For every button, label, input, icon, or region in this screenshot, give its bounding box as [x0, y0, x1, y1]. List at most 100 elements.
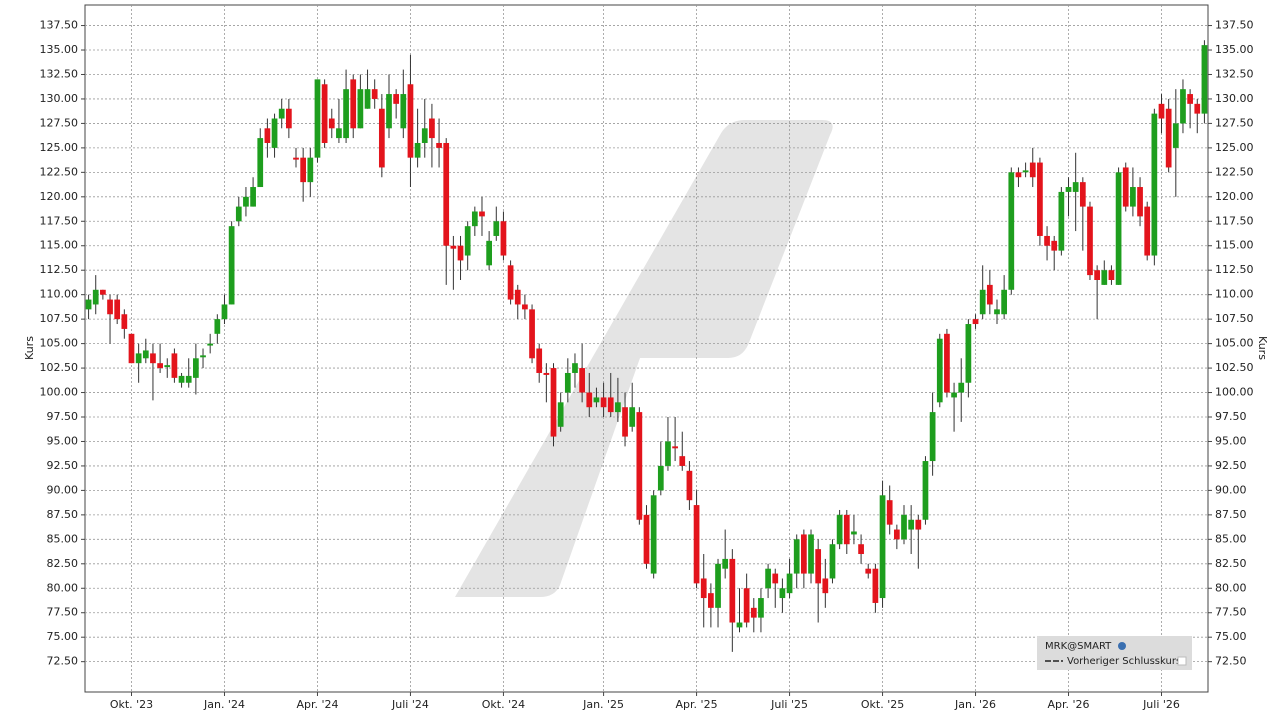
y2-tick-label: 125.00: [1215, 141, 1254, 154]
candle-body: [114, 299, 121, 320]
y2-tick-label: 95.00: [1215, 434, 1247, 447]
candle-body: [593, 397, 600, 403]
candle-body: [1037, 162, 1043, 236]
candle-body: [522, 304, 528, 310]
candle-body: [1201, 45, 1208, 114]
y2-tick-label: 75.00: [1215, 630, 1247, 643]
candle-body: [1044, 235, 1050, 246]
candle-body: [436, 142, 442, 148]
candle-body: [665, 441, 671, 466]
candle-body: [429, 118, 435, 139]
y-tick-label: 77.50: [47, 606, 79, 619]
candle-body: [901, 514, 907, 540]
y2-tick-label: 115.00: [1215, 239, 1254, 252]
candle-body: [815, 549, 822, 584]
candle-body: [414, 142, 421, 158]
legend-checkbox[interactable]: [1177, 656, 1187, 666]
candle-body: [185, 375, 192, 383]
y2-tick-label: 122.50: [1215, 165, 1254, 178]
candle-body: [643, 514, 650, 564]
candle-body: [486, 240, 492, 266]
candle-body: [650, 495, 657, 574]
x-tick-label: Okt. '23: [110, 698, 153, 711]
candle-body: [142, 350, 149, 359]
candle-body: [386, 94, 392, 129]
candle-body: [607, 397, 614, 413]
y-tick-label: 75.00: [47, 630, 79, 643]
legend-title: MRK@SMART: [1045, 641, 1112, 652]
candle-body: [1087, 206, 1093, 276]
candle-body: [743, 588, 750, 623]
candle-body: [1115, 172, 1122, 285]
y2-tick-label: 77.50: [1215, 606, 1247, 619]
y2-tick-label: 117.50: [1215, 214, 1254, 227]
candle-body: [700, 578, 707, 599]
y-tick-label: 80.00: [47, 581, 79, 594]
y-tick-label: 87.50: [47, 508, 79, 521]
candle-body: [371, 89, 378, 99]
candle-body: [657, 465, 664, 491]
candle-body: [107, 299, 113, 315]
y-tick-label: 130.00: [40, 92, 79, 105]
y-tick-label: 82.50: [47, 557, 79, 570]
candle-body: [708, 593, 714, 608]
y2-tick-label: 105.00: [1215, 337, 1254, 350]
watermark: [455, 120, 833, 597]
candle-body: [1079, 182, 1086, 207]
y-tick-label: 115.00: [40, 239, 79, 252]
candle-body: [1172, 123, 1179, 148]
candle-body: [135, 353, 142, 364]
y2-tick-label: 110.00: [1215, 288, 1254, 301]
candle-body: [1151, 113, 1158, 256]
y-tick-label: 122.50: [40, 165, 79, 178]
x-tick-label: Apr. '24: [296, 698, 338, 711]
y-tick-label: 135.00: [40, 43, 79, 56]
candle-body: [1051, 240, 1058, 251]
candle-body: [493, 221, 500, 236]
candle-body: [951, 392, 957, 398]
candle-body: [786, 573, 793, 594]
candle-body: [1144, 206, 1151, 256]
y-tick-label: 72.50: [47, 655, 79, 668]
candle-body: [851, 531, 857, 535]
candle-body: [343, 89, 349, 139]
y2-tick-label: 112.50: [1215, 263, 1254, 276]
y2-tick-label: 132.50: [1215, 67, 1254, 80]
candle-body: [750, 607, 757, 618]
candle-body: [250, 187, 256, 207]
candle-body: [1008, 172, 1015, 290]
y2-tick-label: 120.00: [1215, 190, 1254, 203]
candle-body: [915, 519, 922, 530]
candle-body: [536, 348, 543, 373]
candle-body: [986, 284, 993, 305]
y-tick-label: 132.50: [40, 67, 79, 80]
candle-body: [264, 128, 271, 143]
candle-body: [443, 142, 450, 246]
candle-body: [285, 108, 292, 129]
candle-body: [257, 138, 264, 188]
candle-body: [572, 363, 578, 373]
y-tick-label: 92.50: [47, 459, 79, 472]
candle-body: [214, 319, 221, 334]
y2-tick-label: 137.50: [1215, 19, 1254, 32]
candle-body: [221, 304, 228, 320]
legend-icon: [1118, 642, 1126, 650]
candle-body: [336, 128, 342, 139]
y-tick-label: 107.50: [40, 312, 79, 325]
candle-body: [564, 372, 571, 393]
candle-body: [507, 265, 514, 300]
x-tick-label: Juli '25: [770, 698, 808, 711]
candle-body: [1180, 89, 1186, 124]
candle-body: [464, 226, 471, 256]
candle-body: [550, 368, 557, 437]
candle-body: [92, 289, 99, 305]
candle-body: [808, 534, 814, 574]
candle-body: [979, 289, 986, 315]
candle-body: [958, 382, 965, 393]
candle-body: [829, 544, 836, 579]
candle-body: [736, 622, 743, 628]
candle-body: [729, 558, 736, 623]
candle-body: [278, 108, 285, 119]
candle-body: [500, 221, 507, 256]
